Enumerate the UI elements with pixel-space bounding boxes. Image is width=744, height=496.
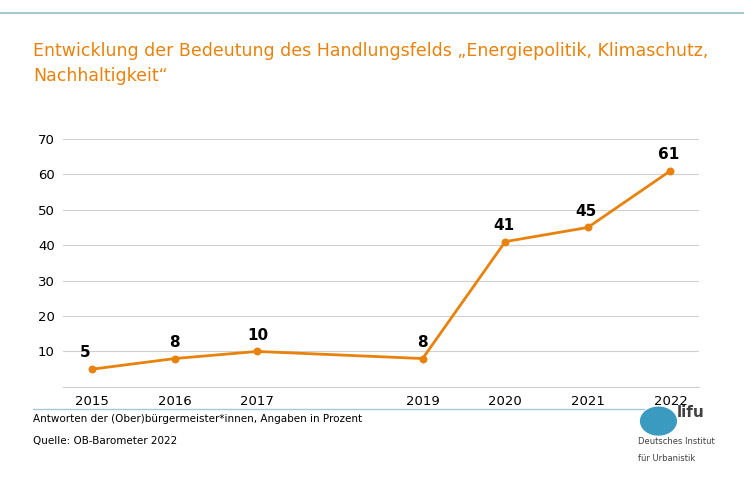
Text: für Urbanistik: für Urbanistik — [638, 454, 695, 463]
Point — [86, 365, 98, 373]
Text: 41: 41 — [493, 218, 514, 233]
Text: lifu: lifu — [677, 405, 705, 420]
Circle shape — [641, 407, 676, 435]
Point — [664, 167, 676, 175]
Point — [251, 348, 263, 356]
Text: 8: 8 — [170, 335, 180, 350]
Text: Antworten der (Ober)bürgermeister*innen, Angaben in Prozent: Antworten der (Ober)bürgermeister*innen,… — [33, 414, 362, 424]
Point — [582, 224, 594, 232]
Text: Deutsches Institut: Deutsches Institut — [638, 437, 715, 446]
Text: 8: 8 — [417, 335, 428, 350]
Point — [499, 238, 511, 246]
Text: 61: 61 — [658, 147, 679, 162]
Text: 10: 10 — [247, 327, 268, 343]
Point — [169, 355, 181, 363]
Text: Quelle: OB-Barometer 2022: Quelle: OB-Barometer 2022 — [33, 436, 178, 446]
Text: 45: 45 — [575, 203, 597, 219]
Text: Entwicklung der Bedeutung des Handlungsfelds „Energiepolitik, Klimaschutz,
Nachh: Entwicklung der Bedeutung des Handlungsf… — [33, 42, 709, 85]
Point — [417, 355, 429, 363]
Text: 5: 5 — [80, 345, 90, 360]
